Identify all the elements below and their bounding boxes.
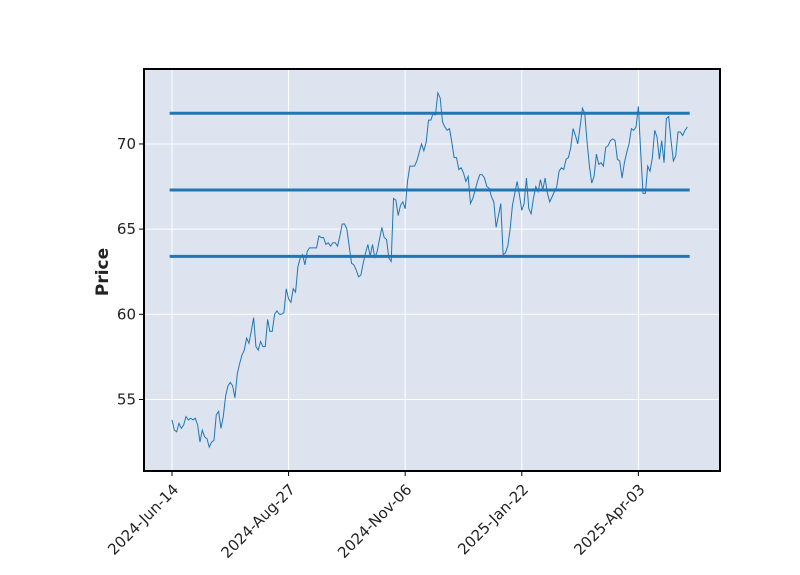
x-tick-label: 2024-Jun-14 (104, 481, 182, 559)
x-tick-label: 2024-Aug-27 (217, 481, 298, 562)
plot-background (144, 69, 720, 471)
x-tick-label: 2025-Jan-22 (454, 481, 532, 559)
x-tick-label: 2025-Apr-03 (570, 481, 648, 559)
y-axis-label: Price (93, 248, 113, 296)
y-tick-label: 55 (117, 390, 136, 408)
y-axis: 55 60 65 70 (117, 135, 144, 408)
grid (144, 69, 720, 471)
x-axis: 2024-Jun-14 2024-Aug-27 2024-Nov-06 2025-Ja… (104, 471, 649, 562)
plot-frame (143, 68, 721, 472)
x-tick-label: 2024-Nov-06 (334, 481, 415, 562)
y-tick-label: 65 (117, 220, 136, 238)
price-series-line (171, 90, 688, 449)
horizontal-levels (169, 111, 690, 258)
y-tick-label: 60 (117, 305, 136, 323)
y-tick-label: 70 (117, 135, 136, 153)
